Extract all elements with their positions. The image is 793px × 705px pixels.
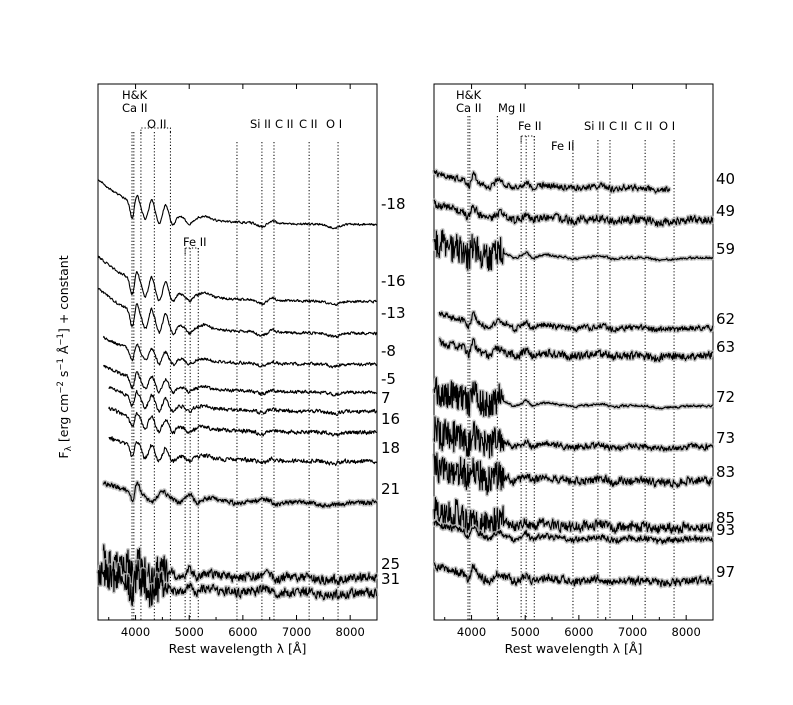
x-tick-label: 8000 [672,625,701,639]
spectrum-line [433,169,671,194]
line-id-label: O I [326,117,342,131]
left-spectra-panel: 4000 5000 6000 7000 8000 Rest wavelength λ [Å… [96,83,406,656]
spectrum-line [433,562,713,588]
line-id-label: Fe II [518,119,542,133]
line-bracket [520,135,535,142]
spectrum-line [97,179,378,230]
right-spectra-panel: 4000 5000 6000 7000 8000 Rest wavelength λ [Å… [432,83,735,656]
spectrum-line [433,377,714,418]
line-id-label: Ca II [456,101,482,115]
plot-frame [97,83,378,621]
spectrum-line [433,497,714,539]
line-id-label: C II [299,117,317,131]
phase-label: 25 [381,555,400,573]
x-tick-label: 7000 [618,625,647,639]
phase-label: -18 [381,195,406,213]
line-id-label: Fe II [551,139,575,153]
spectrum-line [433,416,714,459]
spectrum-line [433,199,714,227]
x-tick-label: 8000 [336,625,365,639]
line-id-label: O I [659,119,675,133]
phase-label: 73 [716,429,735,447]
phase-label: -13 [381,304,406,322]
spectrum-line [438,311,714,333]
phase-label: 16 [381,410,400,428]
phase-label: 83 [716,463,735,481]
y-axis-label: Fλ [erg cm−2 s−1 Å−1] + constant [56,255,74,458]
line-id-label: C II [634,119,652,133]
phase-label: 97 [716,563,735,581]
x-tick-label: 4000 [121,625,150,639]
phase-label: 18 [381,439,400,457]
x-tick-label: 6000 [564,625,593,639]
x-axis-label: Rest wavelength λ [Å] [505,641,643,656]
spectrum-line [102,335,377,369]
line-id-label: H&K [456,88,482,102]
line-id-label: C II [275,117,293,131]
phase-label: 63 [716,338,735,356]
spectrum-line [438,337,714,362]
spectrum-line [108,406,378,437]
line-id-label: Fe II [183,235,207,249]
phase-label: -8 [381,342,396,360]
spectrum-error-band [432,168,672,195]
spectrum-line [433,229,714,271]
phase-label: 7 [381,389,391,407]
x-axis-label: Rest wavelength λ [Å] [169,641,307,656]
line-id-label: Mg II [498,101,526,115]
line-id-label: O II [147,117,167,131]
x-tick-label: 4000 [457,625,486,639]
spectrum-line [108,436,378,467]
line-id-label: Si II [250,117,271,131]
phase-label: 59 [716,240,735,258]
x-tick-label: 5000 [511,625,540,639]
spectrum-line [102,544,378,593]
line-id-label: Si II [584,119,605,133]
phase-label: 72 [716,388,735,406]
spectrum-line [97,559,378,608]
line-id-label: Ca II [122,101,148,115]
phase-label: 40 [716,170,735,188]
phase-label: 49 [716,202,735,220]
phase-label: 85 [716,509,735,527]
phase-label: 93 [716,521,735,539]
spectrum-line [433,452,714,496]
spectrum-line [108,386,377,417]
line-id-label: C II [609,119,627,133]
spectrum-line [433,520,714,545]
line-bracket [140,127,171,134]
spectrum-line [97,255,377,307]
x-tick-label: 6000 [228,625,257,639]
phase-label: 62 [716,310,735,328]
x-tick-label: 5000 [175,625,204,639]
phase-label: -16 [381,272,406,290]
spectrum-line [97,287,378,339]
phase-label: 21 [381,480,400,498]
spectrum-line [102,481,378,508]
phase-label: -5 [381,370,396,388]
x-tick-label: 7000 [282,625,311,639]
spectrum-line [103,364,378,397]
phase-label: 31 [381,570,400,588]
line-id-label: H&K [122,88,148,102]
